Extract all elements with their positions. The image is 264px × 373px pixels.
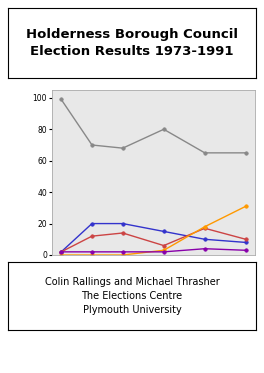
Text: Colin Rallings and Michael Thrasher
The Elections Centre
Plymouth University: Colin Rallings and Michael Thrasher The … [45,277,219,315]
Text: Holderness Borough Council
Election Results 1973-1991: Holderness Borough Council Election Resu… [26,28,238,58]
